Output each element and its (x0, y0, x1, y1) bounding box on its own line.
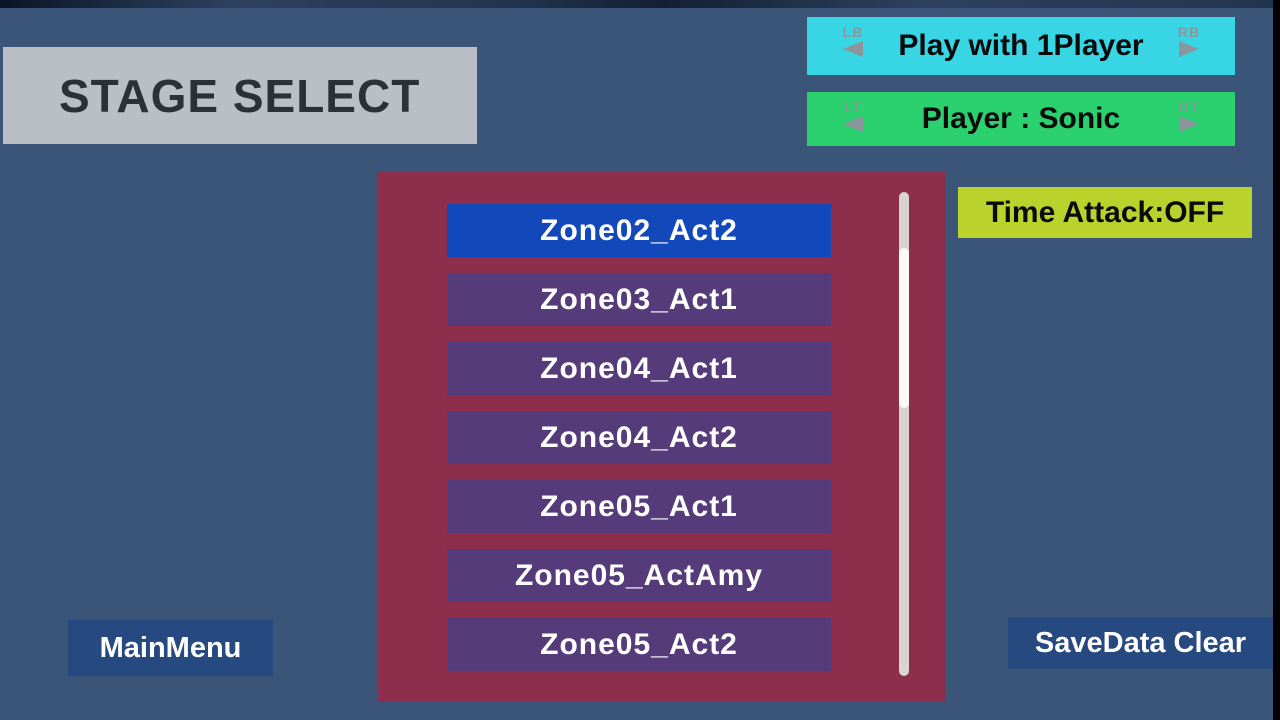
time-attack-label: Time Attack:OFF (985, 195, 1225, 229)
stage-list-panel: Zone02_Act2 Zone03_Act1 Zone04_Act1 Zone… (378, 172, 945, 702)
page-title: STAGE SELECT (3, 47, 477, 144)
main-menu-button[interactable]: MainMenu (68, 620, 273, 676)
page-title-label: STAGE SELECT (59, 69, 421, 122)
lb-shoulder-hint: LB (825, 24, 881, 57)
stage-item[interactable]: Zone02_Act2 (447, 204, 831, 257)
rb-shoulder-hint: RB (1161, 24, 1217, 57)
stage-item[interactable]: Zone05_ActAmy (447, 549, 831, 602)
stage-item[interactable]: Zone05_Act1 (447, 480, 831, 533)
lb-hint-label: LB (842, 24, 864, 40)
lt-trigger-hint: LT (825, 99, 881, 132)
play-mode-button[interactable]: LB Play with 1Player RB (807, 17, 1235, 75)
player-select-label: Player : Sonic (921, 102, 1121, 135)
rb-hint-label: RB (1177, 24, 1201, 40)
save-data-clear-button[interactable]: SaveData Clear (1008, 617, 1273, 669)
stage-item[interactable]: Zone05_Act2 (447, 618, 831, 671)
left-arrow-icon (843, 116, 863, 132)
save-data-clear-label: SaveData Clear (1034, 626, 1247, 659)
stage-item[interactable]: Zone03_Act1 (447, 273, 831, 326)
right-arrow-icon (1179, 41, 1199, 57)
rt-trigger-hint: RT (1161, 99, 1217, 132)
player-select-button[interactable]: LT Player : Sonic RT (807, 92, 1235, 146)
stage-item[interactable]: Zone04_Act1 (447, 342, 831, 395)
stage-list: Zone02_Act2 Zone03_Act1 Zone04_Act1 Zone… (447, 204, 831, 687)
main-menu-label: MainMenu (99, 631, 242, 664)
play-mode-label: Play with 1Player (898, 29, 1144, 62)
right-letterbox-bar (1273, 0, 1280, 720)
top-letterbox-bar (0, 0, 1280, 8)
lt-hint-label: LT (843, 99, 863, 115)
scrollbar-thumb[interactable] (899, 248, 909, 408)
time-attack-toggle[interactable]: Time Attack:OFF (958, 187, 1252, 238)
stage-list-scrollbar[interactable] (899, 192, 909, 676)
rt-hint-label: RT (1178, 99, 1200, 115)
left-arrow-icon (843, 41, 863, 57)
stage-item[interactable]: Zone04_Act2 (447, 411, 831, 464)
right-arrow-icon (1179, 116, 1199, 132)
